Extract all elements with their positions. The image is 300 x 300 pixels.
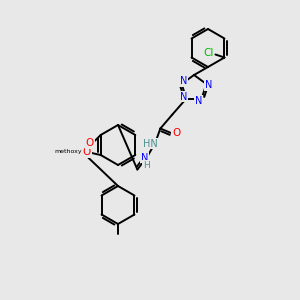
Text: Cl: Cl (203, 49, 214, 58)
Text: N: N (195, 95, 202, 106)
Text: H: H (143, 161, 150, 170)
Text: HN: HN (143, 139, 158, 148)
Text: N: N (141, 152, 148, 163)
Text: N: N (180, 76, 187, 86)
Text: methoxy: methoxy (55, 148, 82, 154)
Text: O: O (82, 147, 91, 157)
Text: O: O (85, 138, 94, 148)
Text: N: N (180, 92, 187, 101)
Text: O: O (172, 128, 181, 137)
Text: N: N (205, 80, 212, 90)
